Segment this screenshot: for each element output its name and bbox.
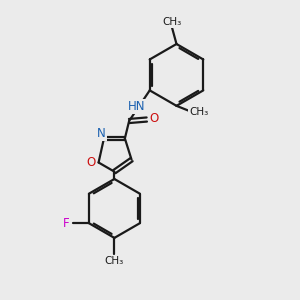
Text: HN: HN <box>128 100 146 113</box>
Text: CH₃: CH₃ <box>105 256 124 266</box>
Text: F: F <box>63 217 69 230</box>
Text: N: N <box>97 127 106 140</box>
Text: O: O <box>149 112 159 124</box>
Text: O: O <box>87 156 96 169</box>
Text: CH₃: CH₃ <box>189 107 208 117</box>
Text: CH₃: CH₃ <box>163 17 182 27</box>
